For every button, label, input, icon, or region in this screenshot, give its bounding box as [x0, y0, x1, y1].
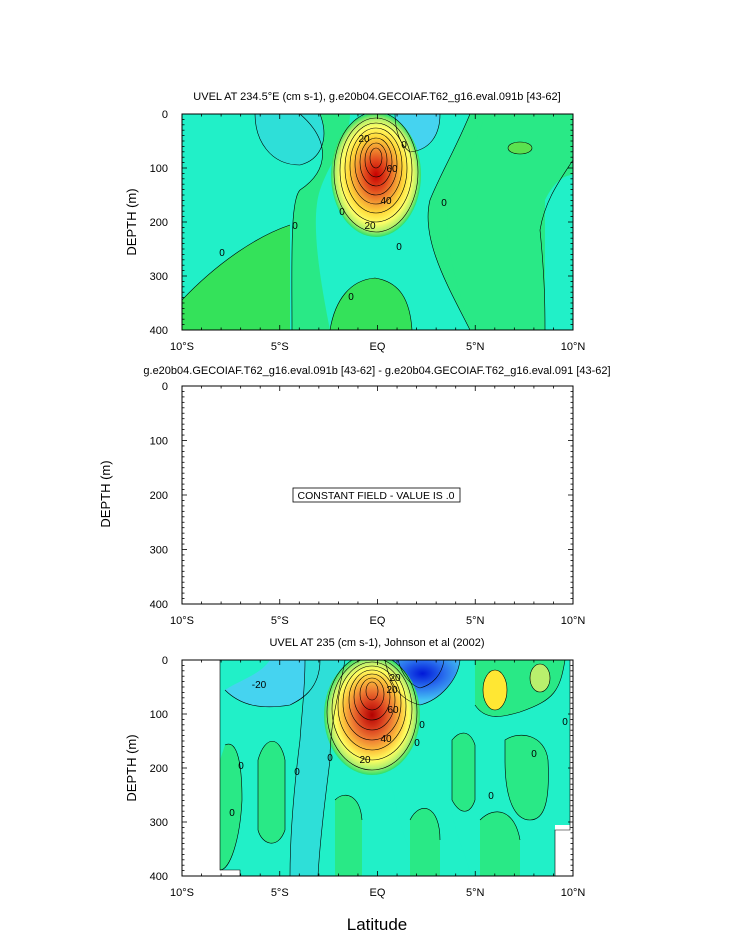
contour-label: 0 — [414, 738, 420, 749]
panel-difference-x-tick-label: 5°S — [271, 615, 289, 627]
contour-label: -20 — [252, 680, 267, 691]
panel-difference-x-tick-label: 10°S — [170, 615, 194, 627]
panel-difference-y-tick-label: 200 — [150, 490, 168, 502]
panel-model-x-tick-label: 5°S — [271, 341, 289, 353]
panel-difference-x-tick-label: EQ — [370, 615, 386, 627]
panel-observations-y-tick-label: 400 — [150, 871, 168, 883]
panel-difference: CONSTANT FIELD - VALUE IS .0 g.e20b04.GE… — [98, 365, 611, 605]
panel-difference-title: g.e20b04.GECOIAF.T62_g16.eval.091b [43-6… — [143, 365, 610, 377]
panel-observations-field — [182, 660, 573, 876]
contour-label: 60 — [387, 705, 399, 716]
panel-model-y-tick-label: 400 — [150, 325, 168, 337]
x-axis-label: Latitude — [347, 915, 408, 934]
contour-label: 0 — [219, 248, 225, 259]
contour-label: 0 — [348, 292, 354, 303]
contour-label: 40 — [380, 734, 392, 745]
constant-field-annotation: CONSTANT FIELD - VALUE IS .0 — [298, 490, 455, 502]
contour-label: 20 — [364, 221, 376, 232]
panel-model-x-tick-label: 10°S — [170, 341, 194, 353]
panel-model-title: UVEL AT 234.5°E (cm s-1), g.e20b04.GECOI… — [193, 91, 560, 103]
panel-observations-y-tick-label: 300 — [150, 817, 168, 829]
contour-label: 0 — [339, 207, 345, 218]
panel-model-y-tick-label: 0 — [162, 109, 168, 121]
panel-difference-ylabel: DEPTH (m) — [98, 460, 113, 527]
contour-label: 0 — [294, 767, 300, 778]
panel-observations-x-tick-label: 5°S — [271, 887, 289, 899]
contour-label: 0 — [488, 791, 494, 802]
panel-model-field — [182, 114, 573, 330]
panel-observations-x-tick-label: EQ — [370, 887, 386, 899]
contour-label: 0 — [401, 140, 407, 151]
contour-label: 60 — [386, 164, 398, 175]
contour-label: 0 — [441, 198, 447, 209]
panel-observations-y-tick-label: 100 — [150, 709, 168, 721]
panel-difference-y-tick-label: 300 — [150, 545, 168, 557]
panel-observations-x-tick-label: 5°N — [466, 887, 485, 899]
panel-model-ylabel: DEPTH (m) — [124, 188, 139, 255]
contour-label: 0 — [396, 242, 402, 253]
panel-observations-title: UVEL AT 235 (cm s-1), Johnson et al (200… — [269, 637, 484, 649]
panel-model-y-tick-label: 100 — [150, 163, 168, 175]
panel-difference-y-tick-label: 0 — [162, 381, 168, 393]
contour-label: 0 — [419, 720, 425, 731]
panel-model-y-tick-label: 300 — [150, 271, 168, 283]
contour-label: 20 — [359, 755, 371, 766]
contour-label: 20 — [389, 673, 401, 684]
panel-observations-ylabel: DEPTH (m) — [124, 734, 139, 801]
panel-model-x-tick-label: 5°N — [466, 341, 485, 353]
contour-label: 0 — [327, 753, 333, 764]
panel-observations-y-tick-label: 0 — [162, 655, 168, 667]
panel-model-x-tick-label: 10°N — [561, 341, 586, 353]
contour-label: 0 — [238, 761, 244, 772]
panel-model-y-tick-label: 200 — [150, 217, 168, 229]
panel-difference-x-tick-label: 10°N — [561, 615, 586, 627]
contour-label: 20 — [358, 134, 370, 145]
panel-model-contour-labels: 20 0 60 40 20 0 0 0 0 0 0 — [219, 134, 447, 303]
panel-difference-x-tick-label: 5°N — [466, 615, 485, 627]
contour-label: 0 — [229, 808, 235, 819]
contour-label: 0 — [292, 221, 298, 232]
panel-difference-y-tick-label: 400 — [150, 599, 168, 611]
panel-model-x-tick-label: EQ — [370, 341, 386, 353]
panel-observations-x-tick-label: 10°S — [170, 887, 194, 899]
constant-field-box — [292, 487, 461, 503]
contour-label: 0 — [531, 749, 537, 760]
contour-label: 20 — [386, 685, 398, 696]
contour-label: 40 — [380, 196, 392, 207]
panel-difference-y-tick-label: 100 — [150, 436, 168, 448]
contour-label: 0 — [562, 717, 568, 728]
panel-observations-x-tick-label: 10°N — [561, 887, 586, 899]
panel-observations-y-tick-label: 200 — [150, 763, 168, 775]
